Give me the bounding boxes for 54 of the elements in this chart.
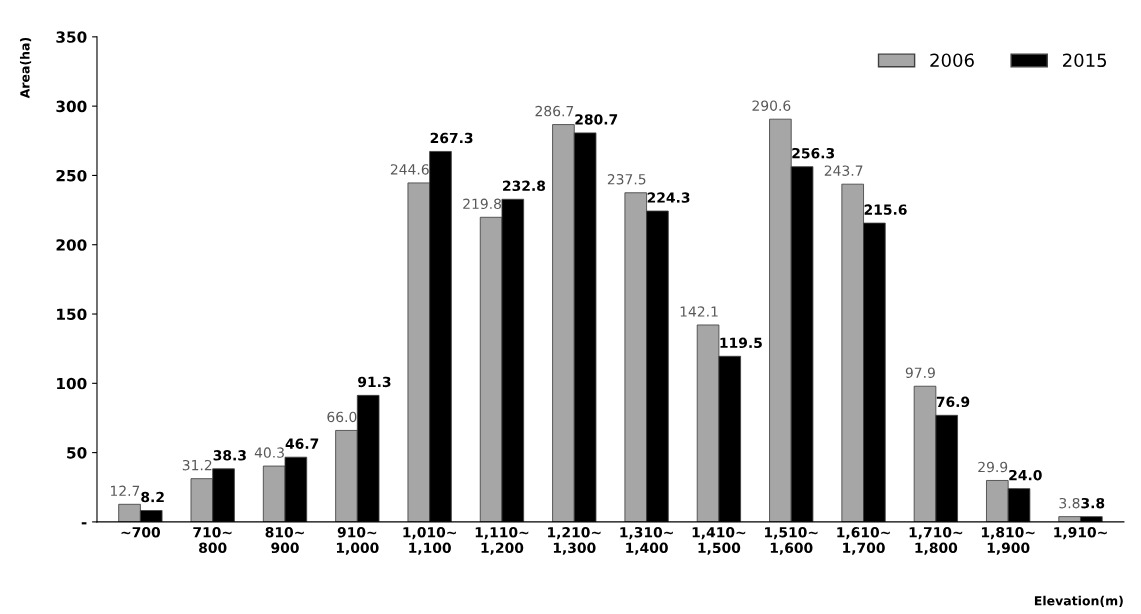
data-label: 119.5	[720, 337, 762, 349]
data-label: 256.3	[792, 147, 835, 159]
y-tick-label: -	[81, 522, 87, 525]
x-tick-label: 1,610~ 1,700	[837, 527, 890, 555]
data-label: 219.8	[463, 198, 502, 210]
data-label: 46.7	[285, 438, 319, 449]
y-tick-label: 100	[57, 377, 87, 390]
x-tick-label: 1,510~ 1,600	[765, 527, 818, 555]
data-label: 24.0	[1009, 469, 1042, 481]
data-label: 286.7	[535, 105, 574, 117]
data-label: 66.0	[327, 411, 357, 423]
data-label: 97.9	[905, 367, 935, 378]
x-tick-label: 1,910~	[1054, 527, 1107, 540]
data-label: 3.8	[1081, 497, 1105, 509]
legend-label: 2015	[1063, 53, 1107, 68]
x-tick-label: 1,710~ 1,800	[909, 527, 963, 555]
x-tick-label: 1,110~ 1,200	[475, 527, 529, 555]
data-label: 232.8	[503, 180, 546, 192]
data-label: 243.7	[824, 165, 863, 176]
y-tick-label: 50	[67, 447, 87, 459]
data-label: 8.2	[141, 491, 164, 503]
x-tick-label: 910~ 1,000	[336, 527, 379, 555]
data-label: 38.3	[213, 450, 246, 461]
data-label: 267.3	[430, 132, 473, 144]
x-axis-title: Elevation(m)	[1034, 595, 1123, 607]
data-label: 244.6	[390, 164, 429, 175]
data-label: 215.6	[864, 204, 907, 215]
data-label: 12.7	[110, 485, 140, 496]
y-tick-label: 200	[56, 239, 87, 251]
data-label: 91.3	[358, 376, 391, 388]
data-label: 280.7	[575, 114, 618, 125]
x-tick-label: 1,410~ 1,500	[692, 527, 746, 555]
data-label: 224.3	[647, 192, 690, 203]
x-tick-label: 1,010~ 1,100	[403, 527, 456, 555]
data-label: 290.6	[752, 100, 791, 111]
x-tick-label: 1,210~ 1,300	[548, 527, 601, 555]
data-label: 31.2	[182, 459, 212, 471]
data-label: 237.5	[607, 174, 646, 185]
data-label: 142.1	[680, 306, 718, 317]
y-tick-label: 300	[56, 100, 87, 113]
y-tick-label: 350	[56, 31, 87, 43]
y-tick-label: 250	[56, 169, 87, 182]
x-tick-label: 1,810~ 1,900	[981, 527, 1035, 555]
data-label: 3.8	[1059, 497, 1080, 509]
data-label: 76.9	[936, 396, 970, 408]
data-label: 29.9	[978, 461, 1008, 473]
x-tick-label: ~700	[121, 527, 161, 538]
x-tick-label: 710~ 800	[193, 527, 232, 554]
legend-label: 2006	[930, 53, 974, 68]
y-axis-title: Area(ha)	[19, 37, 32, 99]
y-tick-label: 150	[57, 308, 87, 321]
x-tick-label: 1,310~ 1,400	[620, 527, 673, 555]
x-tick-label: 810~ 900	[265, 527, 304, 554]
data-label: 40.3	[254, 447, 284, 458]
